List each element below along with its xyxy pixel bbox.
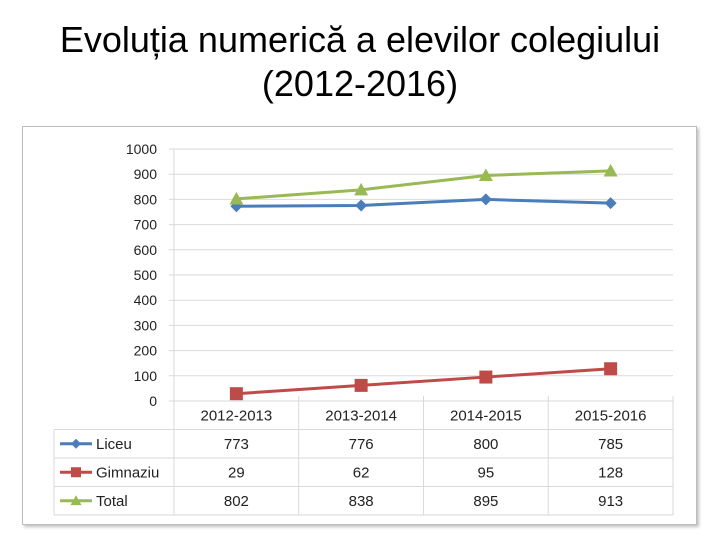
data-point-square [479,370,493,384]
y-tick-label: 400 [134,292,158,308]
table-value: 838 [349,493,374,510]
legend-label: Liceu [96,436,132,453]
legend-marker-square [71,467,81,478]
y-tick-label: 1000 [126,141,157,157]
table-value: 895 [473,493,498,510]
y-tick-label: 0 [149,393,157,409]
table-value: 776 [349,436,374,453]
y-tick-label: 100 [134,368,158,384]
legend-marker-diamond [71,438,81,449]
series-line-gimnaziu [236,367,611,396]
grid-lines [169,148,673,402]
title-line-1: Evoluția numerică a elevilor colegiului [59,19,661,60]
slide-title: Evoluția numerică a elevilor colegiului … [0,18,720,106]
table-value: 785 [598,436,623,453]
y-tick-label: 600 [134,242,158,258]
table-value: 95 [478,464,495,481]
data-point-square [354,378,368,392]
series-lines [229,163,618,401]
table-value: 29 [228,464,245,481]
data-point-square [229,387,243,401]
data-point-diamond [479,193,492,206]
legend-label: Total [96,493,128,510]
data-point-diamond [604,197,617,210]
title-line-2: (2012-2016) [261,63,459,104]
y-tick-label: 900 [134,166,158,182]
y-tick-label: 500 [134,267,158,283]
y-tick-label: 300 [134,317,158,333]
data-point-triangle [478,168,493,182]
legend-label: Gimnaziu [96,464,159,481]
table-value: 62 [353,464,370,481]
table-value: 128 [598,464,623,481]
table-value: 802 [224,493,249,510]
data-point-diamond [355,199,368,212]
table-value: 773 [224,436,249,453]
data-point-triangle [229,191,244,205]
table-value: 800 [473,436,498,453]
category-label: 2015-2016 [575,407,647,424]
table-value: 913 [598,493,623,510]
category-label: 2013-2014 [325,407,397,424]
legend-marker-triangle [70,495,82,506]
series-line-total [236,169,611,201]
category-label: 2014-2015 [450,407,522,424]
data-table: 2012-2013 2013-2014 2014-2015 2015-2016 Lice… [53,396,674,516]
category-label: 2012-2013 [201,407,273,424]
y-tick-label: 800 [134,191,158,207]
data-point-square [604,362,618,376]
data-point-triangle [603,163,618,177]
data-point-triangle [354,182,369,196]
series-line-liceu [236,197,611,208]
y-axis-ticks: 0 100 200 300 400 500 600 700 800 900 1000 [126,141,157,409]
y-tick-label: 700 [134,217,158,233]
y-tick-label: 200 [134,343,158,359]
